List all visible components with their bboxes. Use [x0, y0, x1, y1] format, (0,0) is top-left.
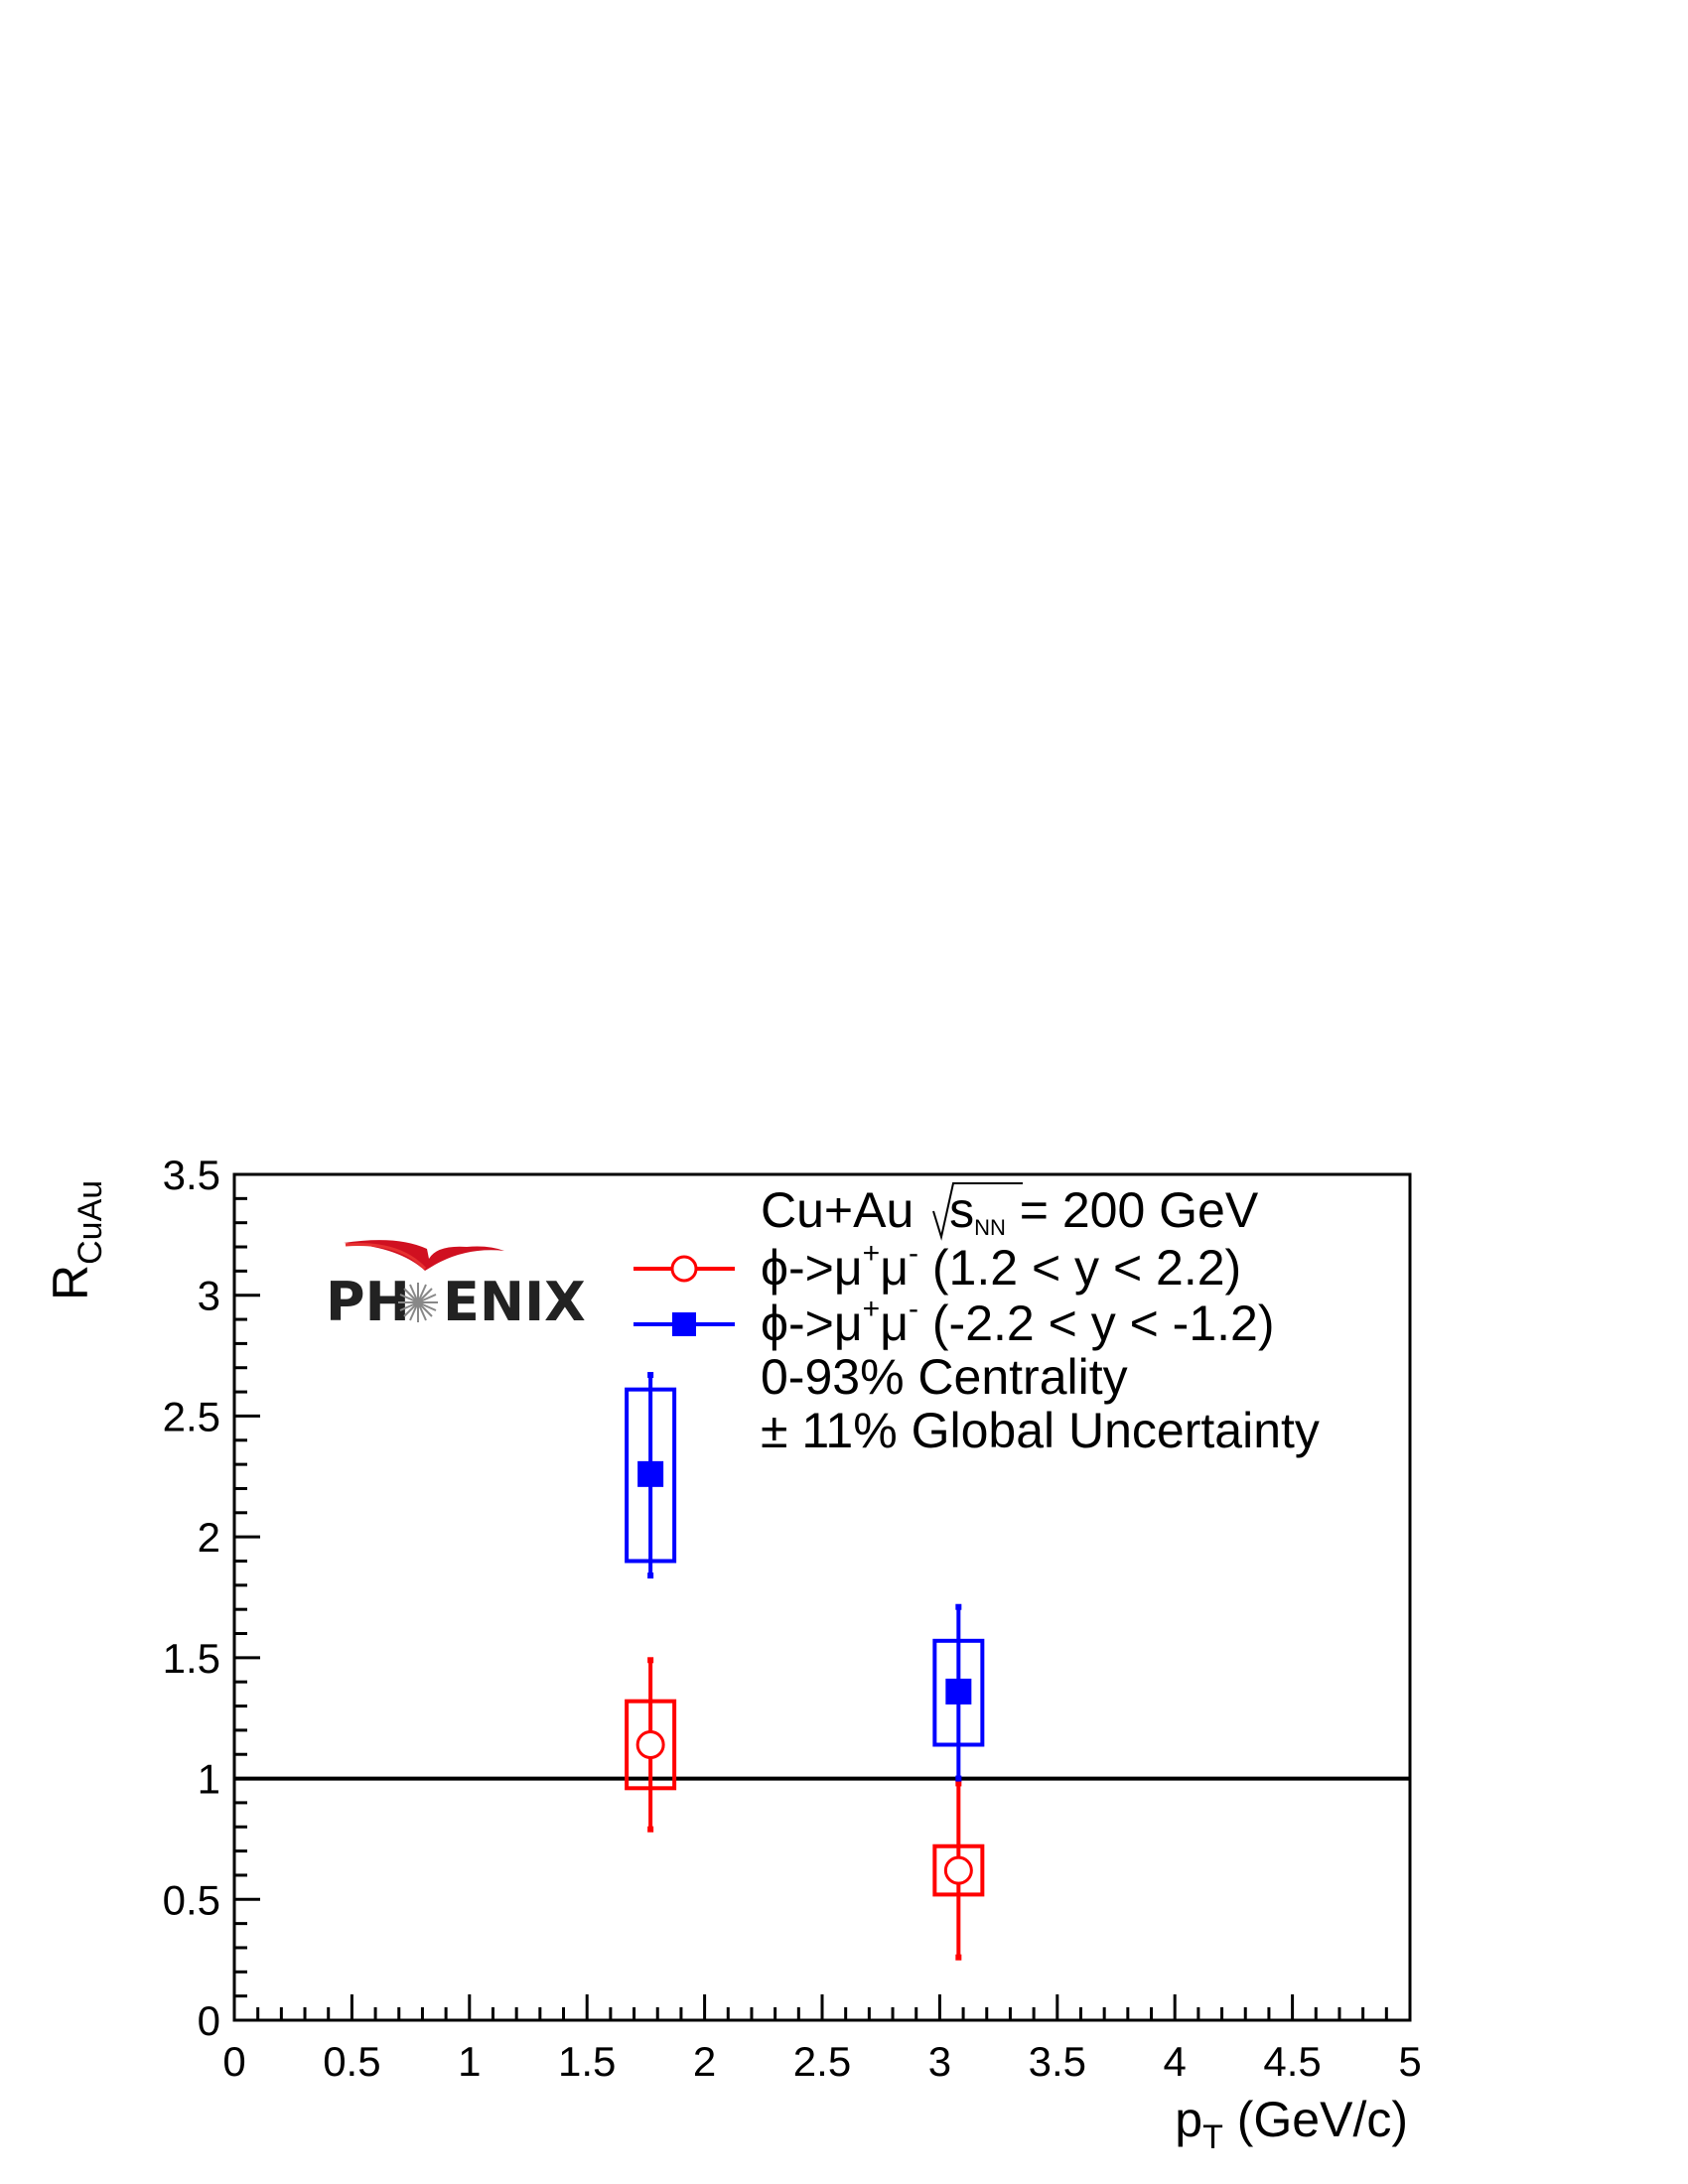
error-bar-cap-top	[647, 1372, 654, 1379]
x-axis-ticks	[232, 1994, 1412, 2020]
y-tick-label: 3.5	[163, 1152, 220, 1198]
svg-text:ENIX: ENIX	[443, 1271, 586, 1333]
y-tick-label: 2.5	[163, 1393, 220, 1439]
x-tick-label: 0	[222, 2038, 245, 2085]
error-bar-cap-bottom	[647, 1572, 654, 1579]
x-tick-label: 5	[1398, 2038, 1421, 2085]
x-tick-label: 1.5	[558, 2038, 616, 2085]
sqrt-symbol	[932, 1182, 1023, 1241]
legend-label-forward: ϕ->μ+μ- (1.2 < y < 2.2)	[761, 1237, 1241, 1296]
x-axis-label: pT (GeV/c)	[1175, 2092, 1408, 2156]
centrality-annotation: 0-93% Centrality	[761, 1349, 1128, 1405]
error-bar-cap-top	[955, 1603, 962, 1610]
legend: Cu+Au sNN = 200 GeV ϕ->μ+μ- (1.2 < y < 2…	[633, 1182, 1320, 1458]
y-axis-ticks	[234, 1172, 260, 2022]
legend-label-backward: ϕ->μ+μ- (-2.2 < y < -1.2)	[761, 1293, 1275, 1351]
y-tick-label: 2	[198, 1514, 220, 1561]
x-tick-label: 3	[928, 2038, 951, 2085]
x-tick-label: 2	[693, 2038, 716, 2085]
x-tick-label: 2.5	[793, 2038, 851, 2085]
legend-marker-open-circle	[670, 1255, 698, 1283]
data-point-filled-square	[637, 1460, 664, 1487]
data-point-group	[625, 1657, 677, 1833]
data-point-group	[625, 1372, 677, 1579]
error-bar-cap-bottom	[955, 1775, 962, 1782]
svg-text:PH: PH	[326, 1271, 410, 1333]
y-tick-label: 1	[198, 1756, 220, 1803]
data-point-filled-square	[945, 1678, 972, 1705]
error-bar-cap-bottom	[955, 1954, 962, 1961]
error-bar-cap-bottom	[647, 1826, 654, 1833]
data-point-open-circle	[635, 1729, 665, 1759]
x-tick-label: 3.5	[1029, 2038, 1086, 2085]
x-tick-label: 4.5	[1263, 2038, 1321, 2085]
x-tick-label: 0.5	[323, 2038, 380, 2085]
y-axis-tick-labels: 0 0.5 1 1.5 2 2.5 3 3.5	[163, 1152, 220, 2044]
phenix-logo: PH ENIX	[326, 1240, 586, 1333]
data-point-group	[932, 1780, 985, 1961]
error-bar-cap-top	[955, 1780, 962, 1787]
y-tick-label: 3	[198, 1273, 220, 1319]
global-uncertainty-annotation: ± 11% Global Uncertainty	[761, 1403, 1320, 1458]
y-axis-label: RCuAu	[43, 1180, 109, 1300]
legend-entry-forward: ϕ->μ+μ- (1.2 < y < 2.2)	[633, 1237, 1241, 1296]
legend-entry-backward: ϕ->μ+μ- (-2.2 < y < -1.2)	[633, 1293, 1275, 1351]
data-point-open-circle	[943, 1855, 973, 1885]
y-tick-label: 0	[198, 1997, 220, 2044]
legend-marker-filled-square	[672, 1312, 696, 1336]
x-tick-label: 1	[458, 2038, 481, 2085]
y-tick-label: 1.5	[163, 1635, 220, 1682]
error-bar-cap-top	[647, 1657, 654, 1664]
y-tick-label: 0.5	[163, 1876, 220, 1923]
x-axis-tick-labels: 0 0.5 1 1.5 2 2.5 3 3.5 4 4.5 5	[222, 2038, 1421, 2085]
data-marks	[625, 1372, 985, 1961]
collision-label: Cu+Au sNN = 200 GeV	[761, 1182, 1259, 1240]
x-tick-label: 4	[1164, 2038, 1187, 2085]
data-point-group	[932, 1603, 985, 1782]
